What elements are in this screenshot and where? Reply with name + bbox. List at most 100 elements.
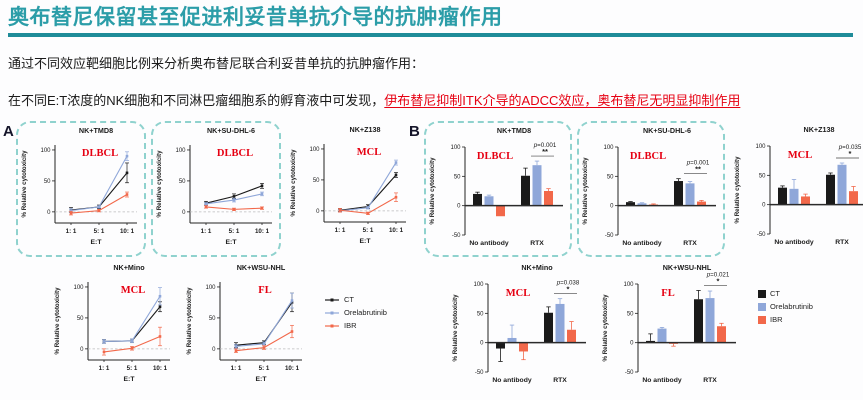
x-axis-label: E:T bbox=[256, 376, 268, 383]
legend-swatch-icon bbox=[758, 315, 766, 324]
svg-text:1: 1: 1: 1 bbox=[231, 365, 242, 372]
chart-nk-z138-line: NK+Z138 MCL % Relative cytotoxicity 0 50 100 1… bbox=[286, 121, 414, 255]
disease-label: MCL bbox=[357, 147, 382, 158]
svg-text:50: 50 bbox=[759, 174, 766, 180]
svg-text:0: 0 bbox=[80, 347, 84, 353]
disease-label: DLBCL bbox=[630, 151, 666, 162]
legend-label: CT bbox=[770, 289, 780, 299]
y-axis-label: % Relative cytotoxicity bbox=[54, 287, 61, 355]
significance-stars: * bbox=[567, 285, 570, 294]
panel-a-row-1: NK+TMD8 DLBCL % Relative cytotoxicity 0 50 10… bbox=[16, 121, 410, 258]
svg-text:1: 1: 1: 1 bbox=[99, 365, 110, 372]
significance-stars: ** bbox=[542, 147, 548, 156]
y-axis-label: % Relative cytotoxicity bbox=[582, 157, 589, 225]
panel-b-legend: CT Orelabrutinib IBR bbox=[758, 289, 813, 324]
svg-text:0: 0 bbox=[212, 347, 216, 353]
svg-text:1: 1: 1: 1 bbox=[335, 227, 346, 234]
svg-text:10: 1: 10: 1 bbox=[285, 365, 300, 372]
svg-text:-50: -50 bbox=[757, 232, 766, 238]
disease-label: MCL bbox=[506, 288, 531, 299]
legend-label: CT bbox=[344, 295, 354, 305]
y-axis-label: % Relative cytotoxicity bbox=[734, 156, 741, 224]
legend-item-orelabrutinib: Orelabrutinib bbox=[324, 308, 387, 317]
svg-text:10: 1: 10: 1 bbox=[153, 365, 168, 372]
svg-text:No antibody: No antibody bbox=[622, 240, 661, 247]
chart-title: NK+Z138 bbox=[350, 125, 381, 134]
bar-chart-svg: NK+Mino MCL % Relative cytotoxicity -50 0 50 1… bbox=[452, 263, 586, 384]
legend-line-marker-icon bbox=[325, 298, 339, 302]
intro-line-1: 通过不同效应靶细胞比例来分析奥布替尼联合利妥昔单抗的抗肿瘤作用： bbox=[8, 56, 425, 72]
svg-text:1: 1: 1: 1 bbox=[201, 228, 212, 235]
x-axis-label: E:T bbox=[226, 239, 238, 246]
line-chart-svg: NK+WSU-NHL FL % Relative cytotoxicity 0 50 10… bbox=[186, 263, 302, 383]
y-axis-label: % Relative cytotoxicity bbox=[186, 287, 193, 355]
chart-title: NK+WSU-NHL bbox=[237, 263, 286, 272]
disease-label: DLBCL bbox=[477, 151, 513, 162]
svg-text:No antibody: No antibody bbox=[469, 240, 508, 247]
p-value-label: p=0.001 bbox=[686, 160, 710, 167]
svg-text:100: 100 bbox=[73, 285, 84, 291]
legend-label: IBR bbox=[770, 315, 783, 325]
svg-text:No antibody: No antibody bbox=[774, 239, 813, 246]
svg-text:5: 1: 5: 1 bbox=[229, 228, 240, 235]
x-axis-label: E:T bbox=[360, 238, 372, 245]
svg-text:100: 100 bbox=[473, 282, 484, 288]
chart-title: NK+Mino bbox=[521, 263, 553, 272]
p-value-label: p=0.038 bbox=[556, 280, 580, 287]
chart-nk-tmd8-bar: NK+TMD8 DLBCL % Relative cytotoxicity -50 0 5… bbox=[424, 121, 572, 258]
chart-title: NK+TMD8 bbox=[497, 126, 531, 135]
legend-line-marker-icon bbox=[325, 324, 339, 328]
svg-text:50: 50 bbox=[77, 316, 84, 322]
intro-line-2-red-highlight: 伊布替尼抑制ITK介导的ADCC效应，奥布替尼无明显抑制作用 bbox=[384, 93, 741, 109]
panel-a-row-2: NK+Mino MCL % Relative cytotoxicity 0 50 100 1… bbox=[50, 259, 410, 393]
legend-swatch-icon bbox=[758, 302, 766, 311]
bar-chart-svg: NK+Z138 MCL % Relative cytotoxicity -50 0 50 1… bbox=[734, 125, 863, 246]
legend-item-ct: CT bbox=[324, 295, 387, 304]
svg-text:No antibody: No antibody bbox=[642, 377, 681, 384]
p-value-label: p=0.021 bbox=[706, 272, 730, 279]
svg-text:100: 100 bbox=[450, 145, 461, 151]
panel-a-legend: CT Orelabrutinib IBR bbox=[324, 295, 387, 330]
panel-b-label: B bbox=[409, 123, 420, 141]
svg-text:-50: -50 bbox=[475, 370, 484, 376]
chart-nk-mino-line: NK+Mino MCL % Relative cytotoxicity 0 50 100 1… bbox=[50, 259, 178, 393]
svg-text:0: 0 bbox=[457, 204, 461, 210]
svg-text:5: 1: 5: 1 bbox=[363, 227, 374, 234]
chart-title: NK+TMD8 bbox=[79, 126, 113, 135]
panel-b-row-2: NK+Mino MCL % Relative cytotoxicity -50 0 50 1… bbox=[448, 259, 863, 393]
legend-swatch-icon bbox=[758, 289, 766, 298]
intro-line-2: 在不同E:T浓度的NK细胞和不同淋巴瘤细胞系的孵育液中可发现，伊布替尼抑制ITK… bbox=[8, 90, 855, 109]
legend-label: Orelabrutinib bbox=[770, 302, 813, 312]
svg-text:100: 100 bbox=[623, 282, 634, 288]
chart-title: NK+WSU-NHL bbox=[663, 263, 712, 272]
legend-line-marker-icon bbox=[325, 311, 339, 315]
chart-nk-tmd8-line: NK+TMD8 DLBCL % Relative cytotoxicity 0 50 10… bbox=[16, 121, 146, 258]
svg-text:0: 0 bbox=[630, 341, 634, 347]
chart-nk-mino-bar: NK+Mino MCL % Relative cytotoxicity -50 0 50 1… bbox=[448, 259, 594, 393]
panel-a-label: A bbox=[3, 123, 14, 141]
chart-title: NK+Z138 bbox=[804, 125, 835, 134]
svg-text:0: 0 bbox=[47, 210, 51, 216]
svg-text:1: 1: 1: 1 bbox=[66, 228, 77, 235]
y-axis-label: % Relative cytotoxicity bbox=[156, 150, 163, 218]
significance-stars: * bbox=[849, 149, 852, 158]
line-chart-svg: NK+Z138 MCL % Relative cytotoxicity 0 50 100 1… bbox=[290, 125, 406, 245]
disease-label: DLBCL bbox=[217, 148, 253, 159]
svg-text:100: 100 bbox=[603, 145, 614, 151]
svg-text:RTX: RTX bbox=[703, 377, 717, 384]
significance-stars: ** bbox=[695, 165, 701, 174]
chart-nk-wsu-nhl-bar: NK+WSU-NHL FL % Relative cytotoxicity -50 0 5… bbox=[598, 259, 744, 393]
svg-text:100: 100 bbox=[40, 148, 51, 154]
y-axis-label: % Relative cytotoxicity bbox=[21, 150, 28, 218]
disease-label: FL bbox=[258, 285, 271, 296]
legend-item-orelabrutinib: Orelabrutinib bbox=[758, 302, 813, 311]
y-axis-label: % Relative cytotoxicity bbox=[452, 294, 459, 362]
significance-stars: * bbox=[717, 277, 720, 286]
p-value-label: p=0.035 bbox=[838, 144, 862, 151]
chart-nk-su-dhl-6-bar: NK+SU-DHL-6 DLBCL % Relative cytotoxicity -… bbox=[577, 121, 725, 258]
chart-title: NK+SU-DHL-6 bbox=[207, 126, 255, 135]
bar-chart-svg: NK+SU-DHL-6 DLBCL % Relative cytotoxicity -… bbox=[582, 126, 716, 247]
svg-text:100: 100 bbox=[205, 285, 216, 291]
svg-text:10: 1: 10: 1 bbox=[120, 228, 135, 235]
slide-header: 奥布替尼保留甚至促进利妥昔单抗介导的抗肿瘤作用 bbox=[0, 0, 863, 38]
